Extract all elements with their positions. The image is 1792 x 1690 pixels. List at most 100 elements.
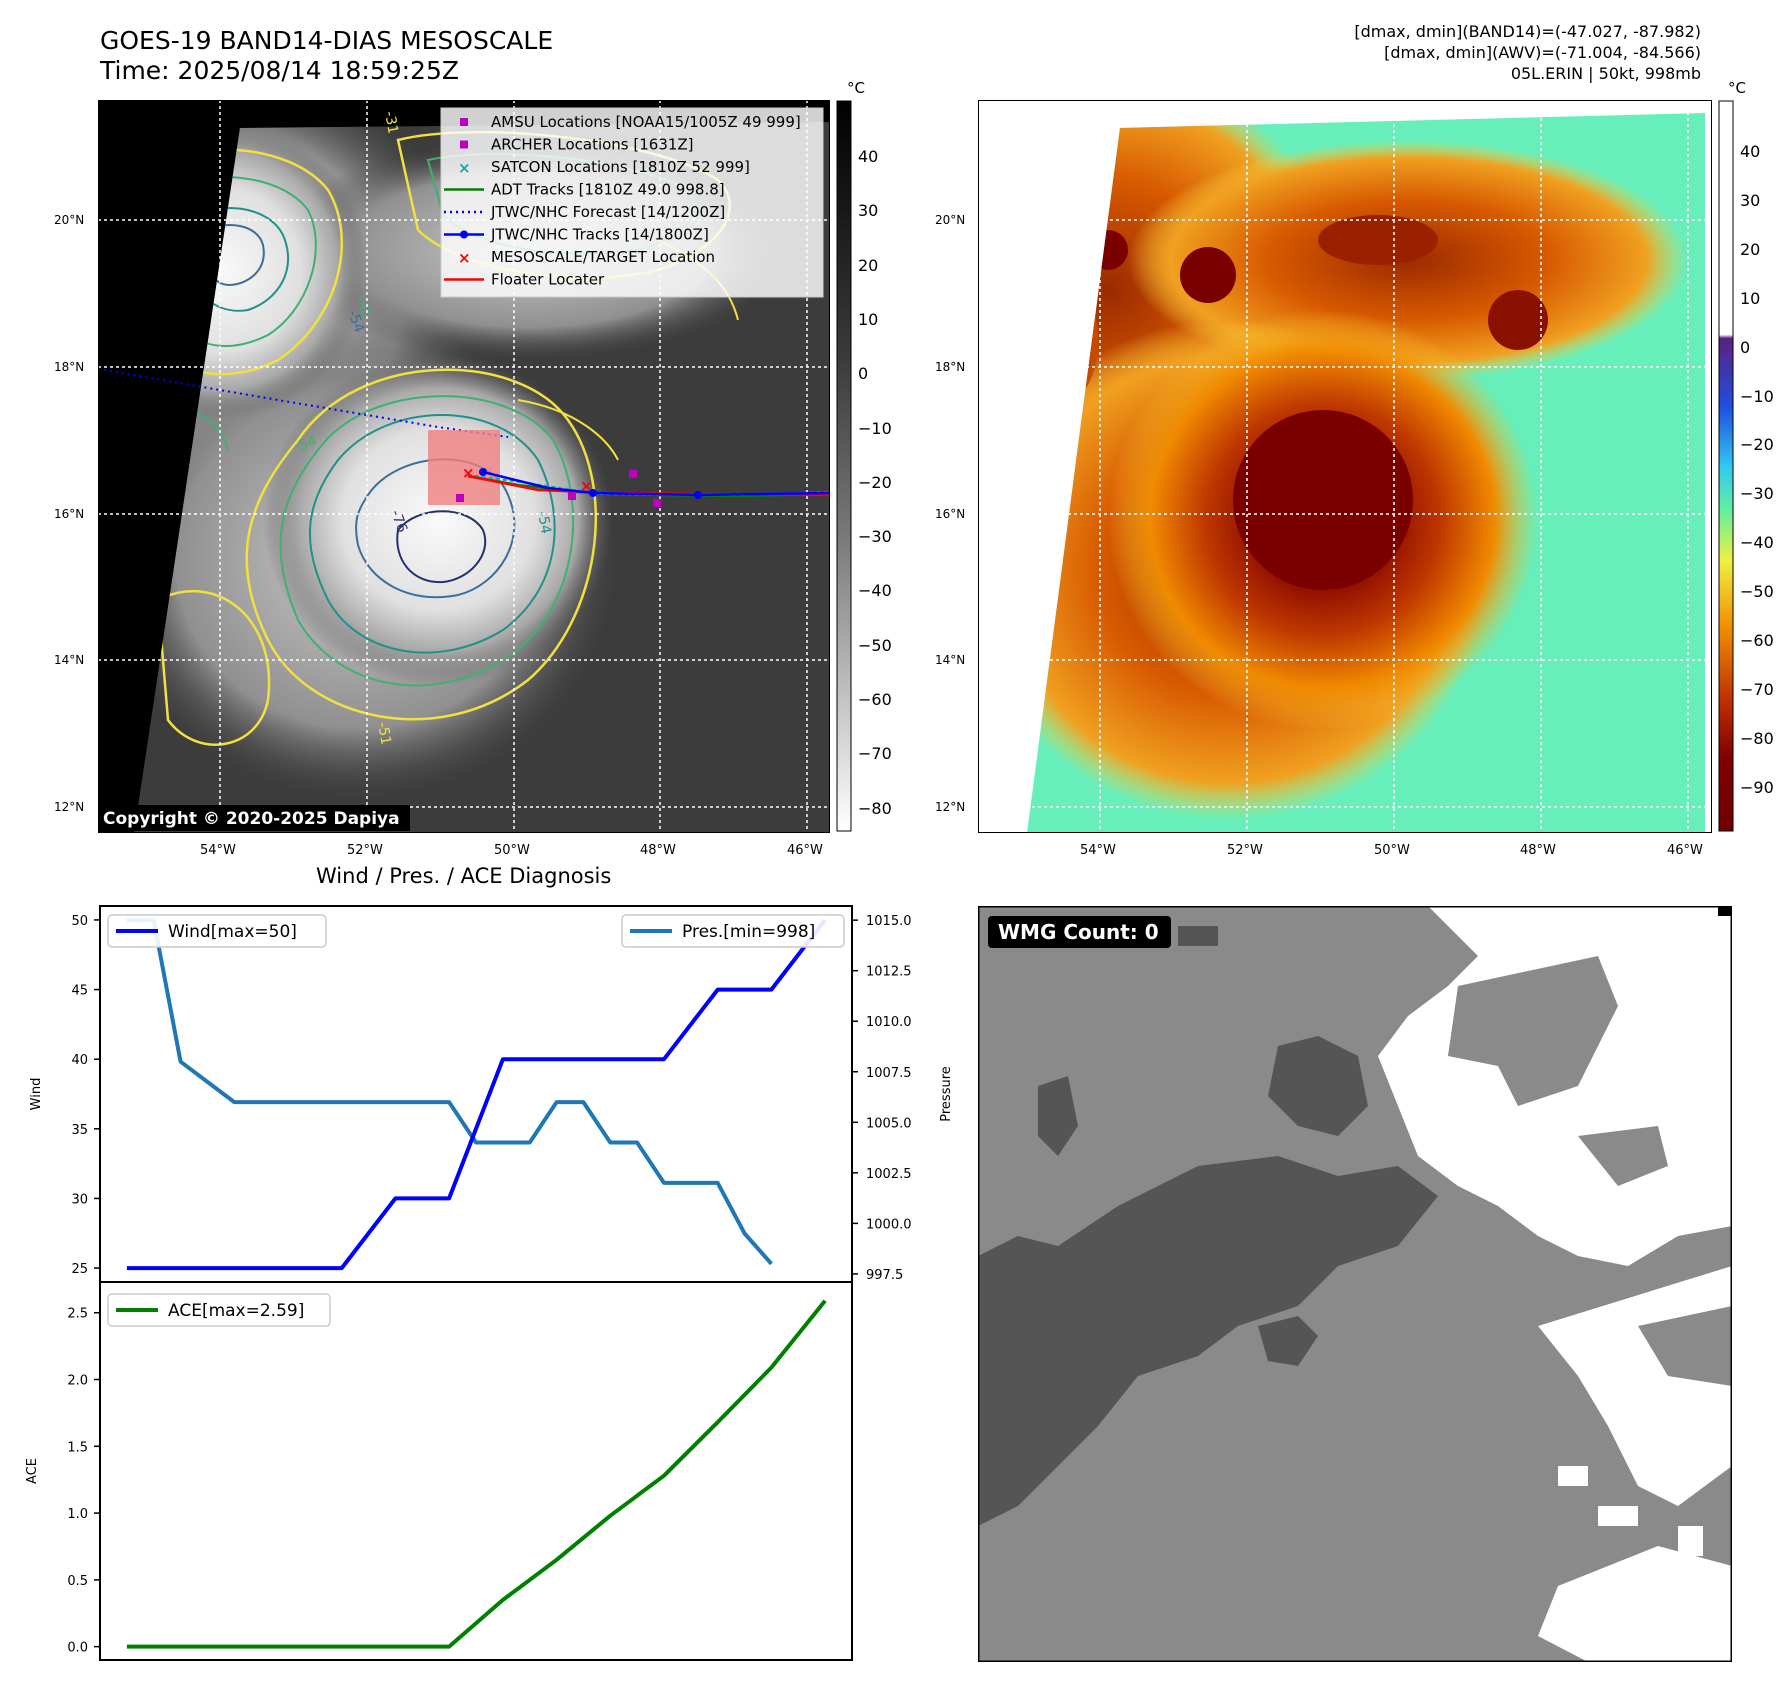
pressure-line bbox=[126, 918, 773, 1266]
wind-tick-label: 30 bbox=[71, 1192, 88, 1207]
ace-tick-label: 1.5 bbox=[67, 1440, 88, 1455]
pressure-tick-label: 997.5 bbox=[866, 1268, 903, 1283]
wmg-map: WMG Count: 0 bbox=[978, 906, 1732, 1662]
diagnosis-title: Wind / Pres. / ACE Diagnosis bbox=[316, 864, 612, 888]
legend-item: JTWC/NHC Forecast [14/1200Z] bbox=[444, 203, 725, 221]
svg-text:×: × bbox=[580, 477, 593, 495]
pressure-tick-label: 1012.5 bbox=[866, 965, 912, 980]
wind-legend: Wind[max=50] bbox=[107, 914, 327, 948]
band14-ir-map: -54 -76 -54 -54 -51 -31 -41 bbox=[98, 100, 830, 833]
ace-tick-label: 0.0 bbox=[67, 1641, 88, 1656]
color-colorbar-tick: 40 bbox=[1740, 142, 1761, 161]
map-legend: AMSU Locations [NOAA15/1005Z 49 999] ARCH… bbox=[440, 107, 824, 298]
legend-marker bbox=[460, 140, 468, 149]
ace-tick-label: 2.5 bbox=[67, 1307, 88, 1322]
lon-tick-label: 52°W bbox=[1227, 843, 1263, 858]
wind-line bbox=[126, 918, 827, 1271]
wind-tick-label: 35 bbox=[71, 1123, 88, 1138]
lat-tick-label: 18°N bbox=[54, 360, 85, 374]
lon-tick-label: 52°W bbox=[347, 843, 383, 858]
lon-tick-label: 46°W bbox=[787, 843, 823, 858]
ace-panel bbox=[99, 1281, 853, 1661]
color-colorbar-tick: 30 bbox=[1740, 190, 1761, 210]
gray-colorbar-tick: −10 bbox=[858, 418, 892, 438]
ace-axis-label: ACE bbox=[25, 1458, 40, 1484]
legend-label: ARCHER Locations [1631Z] bbox=[491, 136, 694, 154]
contour-label: -54 bbox=[534, 510, 554, 535]
color-colorbar-tick: −40 bbox=[1740, 533, 1774, 553]
gray-colorbar-tick: −60 bbox=[858, 690, 892, 709]
gray-colorbar-tick: 0 bbox=[858, 364, 869, 384]
color-colorbar-tick: −80 bbox=[1740, 728, 1774, 748]
gray-colorbar-tick: 30 bbox=[858, 201, 879, 221]
legend-marker: × bbox=[458, 159, 471, 177]
gray-colorbar-tick: −20 bbox=[858, 472, 892, 492]
color-colorbar-tick: −10 bbox=[1740, 386, 1774, 406]
gray-colorbar-tick: 40 bbox=[858, 147, 879, 166]
pressure-tick-label: 1015.0 bbox=[866, 914, 912, 929]
lat-tick-label: 20°N bbox=[935, 213, 966, 227]
contour-label: -31 bbox=[381, 110, 401, 135]
lon-tick-label: 50°W bbox=[494, 843, 530, 858]
legend-label: JTWC/NHC Tracks [14/1800Z] bbox=[490, 226, 709, 244]
pressure-tick-label: 1007.5 bbox=[866, 1066, 912, 1081]
legend-item: Floater Locater bbox=[444, 271, 605, 289]
svg-text:ACE[max=2.59]: ACE[max=2.59] bbox=[168, 1301, 304, 1321]
contour-label: -54 bbox=[344, 308, 367, 335]
wind-tick-label: 45 bbox=[71, 984, 88, 999]
color-colorbar-unit: °C bbox=[1728, 79, 1746, 97]
svg-text:Wind[max=50]: Wind[max=50] bbox=[168, 922, 297, 942]
lat-tick-label: 18°N bbox=[935, 360, 966, 374]
legend-item: ARCHER Locations [1631Z] bbox=[460, 136, 694, 154]
gray-colorbar-tick: −80 bbox=[858, 798, 892, 818]
pressure-tick-label: 1002.5 bbox=[866, 1167, 912, 1182]
color-colorbar-tick: 20 bbox=[1740, 239, 1761, 259]
pressure-legend: Pres.[min=998] bbox=[621, 914, 845, 948]
gray-colorbar-tick: 10 bbox=[858, 309, 879, 329]
legend-label: Floater Locater bbox=[491, 271, 605, 289]
legend-label: ADT Tracks [1810Z 49.0 998.8] bbox=[491, 181, 725, 199]
band14-color-map bbox=[978, 100, 1712, 833]
copyright-label: Copyright © 2020-2025 Dapiya bbox=[103, 809, 400, 829]
figure-time: Time: 2025/08/14 18:59:25Z bbox=[100, 56, 459, 85]
lat-tick-label: 20°N bbox=[54, 213, 85, 227]
lon-tick-label: 48°W bbox=[1520, 843, 1556, 858]
legend-label: MESOSCALE/TARGET Location bbox=[491, 248, 715, 266]
gray-colorbar-tick: −50 bbox=[858, 635, 892, 655]
gray-colorbar-unit: °C bbox=[847, 79, 865, 97]
lat-tick-label: 12°N bbox=[935, 800, 966, 814]
wind-axis-label: Wind bbox=[29, 1078, 44, 1111]
diagnosis-chart: 50 45 40 35 30 25 1015.0 1012.5 1010.0 1007.5 1005… bbox=[25, 905, 954, 1661]
wind-tick-label: 40 bbox=[71, 1053, 88, 1068]
legend-label: SATCON Locations [1810Z 52 999] bbox=[491, 158, 750, 176]
legend-label: AMSU Locations [NOAA15/1005Z 49 999] bbox=[491, 113, 801, 131]
stats-awv: [dmax, dmin](AWV)=(-71.004, -84.566) bbox=[1384, 43, 1701, 62]
ace-tick-label: 2.0 bbox=[67, 1374, 88, 1389]
stats-band14: [dmax, dmin](BAND14)=(-47.027, -87.982) bbox=[1354, 22, 1701, 41]
gray-colorbar bbox=[836, 100, 852, 832]
pressure-tick-label: 1010.0 bbox=[866, 1015, 912, 1030]
ace-tick-label: 1.0 bbox=[67, 1507, 88, 1522]
ace-line bbox=[126, 1299, 827, 1649]
contour-label: -51 bbox=[374, 721, 394, 746]
figure-title: GOES-19 BAND14-DIAS MESOSCALE bbox=[100, 26, 554, 55]
svg-text:×: × bbox=[462, 464, 475, 482]
contour-label: -54 bbox=[292, 433, 319, 456]
lat-tick-label: 16°N bbox=[54, 507, 85, 521]
gray-colorbar-tick: 20 bbox=[858, 255, 879, 275]
pressure-tick-label: 1000.0 bbox=[866, 1217, 912, 1232]
gray-colorbar-tick: −30 bbox=[858, 527, 892, 547]
color-colorbar-tick: −70 bbox=[1740, 679, 1774, 699]
gray-colorbar-tick: −70 bbox=[858, 744, 892, 764]
ace-tick-label: 0.5 bbox=[67, 1574, 88, 1589]
stats-storm: 05L.ERIN | 50kt, 998mb bbox=[1510, 64, 1701, 83]
legend-item: AMSU Locations [NOAA15/1005Z 49 999] bbox=[460, 113, 801, 131]
lon-tick-label: 46°W bbox=[1667, 843, 1703, 858]
color-colorbar-tick: 0 bbox=[1740, 337, 1751, 357]
color-colorbar-tick: 10 bbox=[1740, 288, 1761, 308]
color-colorbar-tick: −60 bbox=[1740, 631, 1774, 650]
pressure-tick-label: 1005.0 bbox=[866, 1116, 912, 1131]
wind-tick-label: 50 bbox=[71, 914, 88, 929]
lon-tick-label: 54°W bbox=[1080, 843, 1116, 858]
